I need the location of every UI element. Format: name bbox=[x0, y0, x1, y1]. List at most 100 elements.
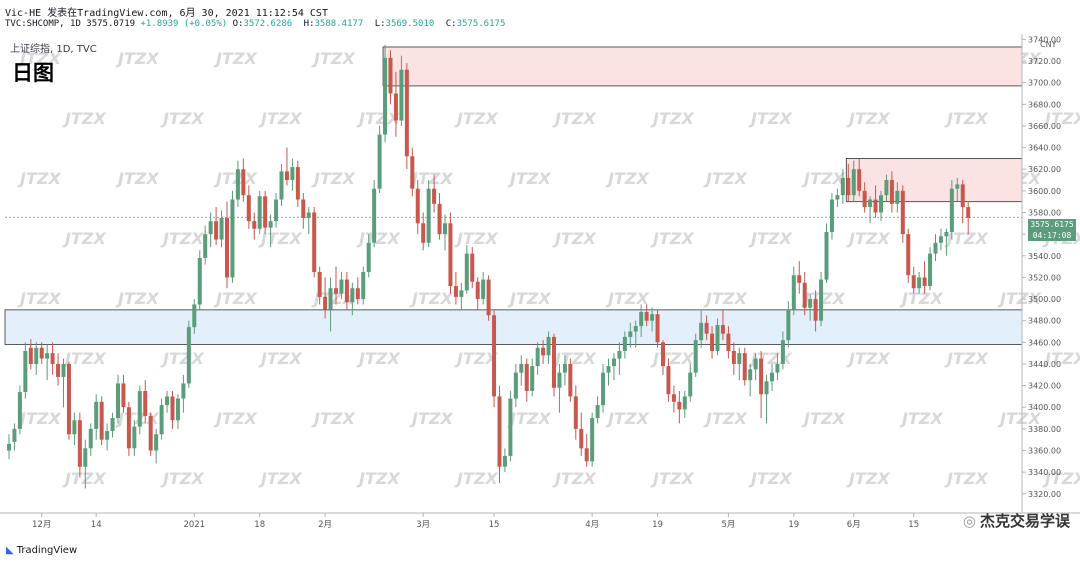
price-tick-label: 3740.00 bbox=[1028, 35, 1061, 44]
time-tick-label: 15 bbox=[489, 520, 500, 530]
candle-body bbox=[715, 325, 720, 351]
watermark-text: JTZX bbox=[311, 289, 355, 308]
watermark-text: JTZX bbox=[605, 169, 649, 188]
watermark-text: JTZX bbox=[311, 49, 355, 68]
candle-body bbox=[846, 177, 851, 196]
candle-body bbox=[524, 363, 529, 391]
time-tick-label: 4月 bbox=[585, 520, 599, 530]
candle-body bbox=[448, 223, 453, 287]
candle-body bbox=[601, 372, 606, 406]
published-info: 发表在TradingView.com, 6月 30, 2021 11:12:54… bbox=[47, 8, 328, 19]
watermark-text: JTZX bbox=[846, 469, 890, 488]
price-tick-label: 3460.00 bbox=[1028, 338, 1061, 347]
candle-body bbox=[470, 253, 475, 282]
author-credit: ◎ 杰克交易学误 bbox=[963, 510, 1070, 531]
candle-body bbox=[780, 340, 785, 364]
ohlc-legend: TVC:SHCOMP, 1D 3575.0719 +1.8939 (+0.05%… bbox=[5, 19, 511, 29]
watermark-text: JTZX bbox=[160, 349, 204, 368]
price-tick-label: 3380.00 bbox=[1028, 425, 1061, 434]
price-tick-label: 3720.00 bbox=[1028, 57, 1061, 66]
watermark-text: JTZX bbox=[115, 49, 159, 68]
watermark-text: JTZX bbox=[507, 289, 551, 308]
open-label: O: bbox=[232, 19, 244, 29]
candle-body bbox=[252, 221, 257, 229]
watermark-text: JTZX bbox=[213, 49, 257, 68]
candle-body bbox=[911, 275, 916, 289]
candle-body bbox=[12, 428, 17, 442]
candle-body bbox=[323, 296, 328, 310]
candle-body bbox=[797, 275, 802, 283]
candle-body bbox=[464, 253, 469, 291]
candlestick-chart[interactable]: JTZX JTZX JTZX JTZX JTZX JTZX JTZX JTZX JTZX JTZX… bbox=[0, 34, 1080, 540]
price-tick-label: 3680.00 bbox=[1028, 100, 1061, 109]
candle-body bbox=[933, 242, 938, 254]
candle-body bbox=[361, 272, 366, 300]
watermark-text: JTZX bbox=[454, 469, 498, 488]
candle-body bbox=[50, 353, 55, 364]
publish-header: Vic-HE 发表在TradingView.com, 6月 30, 2021 1… bbox=[0, 0, 1080, 34]
watermark-text: JTZX bbox=[454, 109, 498, 128]
time-tick-label: 5月 bbox=[721, 520, 735, 530]
candle-body bbox=[214, 221, 219, 240]
candle-body bbox=[677, 401, 682, 410]
candle-body bbox=[121, 383, 126, 408]
candle-body bbox=[699, 322, 704, 341]
candle-body bbox=[813, 299, 818, 321]
watermark-text: JTZX bbox=[356, 469, 400, 488]
watermark-text: JTZX bbox=[846, 229, 890, 248]
price-tick-label: 3360.00 bbox=[1028, 447, 1061, 456]
price-tick-label: 3640.00 bbox=[1028, 144, 1061, 153]
candle-body bbox=[502, 455, 507, 467]
candle-body bbox=[99, 401, 104, 440]
candle-body bbox=[399, 69, 404, 121]
price-tick-label: 3340.00 bbox=[1028, 468, 1061, 477]
watermark-text: JTZX bbox=[17, 169, 61, 188]
candle-body bbox=[917, 277, 922, 289]
price-tick-label: 3440.00 bbox=[1028, 360, 1061, 369]
watermark-text: JTZX bbox=[213, 409, 257, 428]
watermark-text: JTZX bbox=[1042, 469, 1080, 488]
watermark-text: JTZX bbox=[650, 109, 694, 128]
watermark-text: JTZX bbox=[650, 349, 694, 368]
watermark-text: JTZX bbox=[703, 409, 747, 428]
time-tick-label: 18 bbox=[254, 520, 265, 530]
watermark-text: JTZX bbox=[944, 109, 988, 128]
candle-body bbox=[764, 381, 769, 395]
watermark-text: JTZX bbox=[650, 229, 694, 248]
candle-body bbox=[88, 428, 93, 449]
price-tick-label: 3580.00 bbox=[1028, 209, 1061, 218]
candle-body bbox=[873, 199, 878, 213]
candle-body bbox=[644, 312, 649, 321]
candle-body bbox=[633, 326, 638, 332]
candle-body bbox=[72, 420, 77, 435]
watermark-text: JTZX bbox=[409, 409, 453, 428]
watermark-text: JTZX bbox=[258, 469, 302, 488]
watermark-text: JTZX bbox=[801, 169, 845, 188]
candle-body bbox=[879, 195, 883, 213]
watermark-text: JTZX bbox=[258, 349, 302, 368]
candle-body bbox=[246, 195, 251, 222]
tradingview-logo[interactable]: ◣ TradingView bbox=[6, 545, 77, 556]
watermark-text: JTZX bbox=[62, 469, 106, 488]
candle-body bbox=[655, 314, 660, 343]
candle-body bbox=[895, 190, 900, 204]
candle-body bbox=[312, 212, 317, 272]
candle-body bbox=[105, 431, 110, 440]
candle-body bbox=[208, 221, 213, 235]
candle-body bbox=[66, 363, 71, 435]
watermark-text: JTZX bbox=[213, 289, 257, 308]
candle-body bbox=[944, 231, 949, 237]
price-tick-label: 3400.00 bbox=[1028, 403, 1061, 412]
candle-body bbox=[824, 231, 829, 280]
watermark-text: JTZX bbox=[311, 169, 355, 188]
candle-body bbox=[453, 286, 458, 297]
time-tick-label: 14 bbox=[91, 520, 102, 530]
candle-body bbox=[857, 169, 862, 191]
price-change: +1.8939 (+0.05%) bbox=[140, 19, 228, 29]
price-tick-label: 3660.00 bbox=[1028, 122, 1061, 131]
watermark-text: JTZX bbox=[944, 469, 988, 488]
candle-body bbox=[731, 350, 736, 364]
candle-body bbox=[257, 196, 262, 229]
candle-body bbox=[819, 279, 824, 321]
candle-body bbox=[720, 325, 725, 334]
